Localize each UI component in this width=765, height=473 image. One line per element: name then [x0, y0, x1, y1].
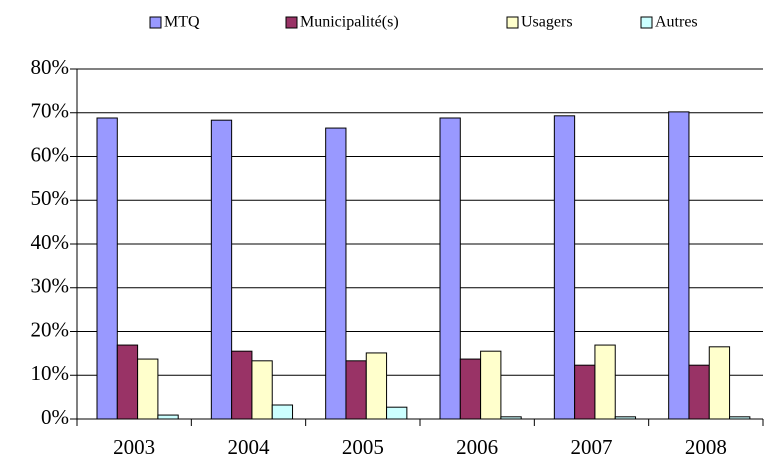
bar	[210, 119, 233, 420]
x-tick-label: 2007	[571, 435, 613, 459]
bar	[459, 358, 482, 420]
bar	[439, 117, 461, 420]
bar	[157, 414, 179, 420]
legend-label: MTQ	[164, 14, 200, 31]
legend-swatch	[149, 16, 162, 29]
y-tick-label: 70%	[31, 99, 70, 123]
legend-swatch	[506, 16, 519, 29]
y-tick-label: 10%	[31, 361, 70, 385]
y-tick-label: 50%	[31, 186, 70, 210]
x-tick-label: 2004	[228, 435, 271, 459]
bar	[251, 360, 273, 420]
x-tick-label: 2006	[456, 435, 498, 459]
bar	[688, 364, 710, 420]
bar	[365, 352, 388, 420]
y-tick-label: 60%	[31, 142, 70, 166]
bar	[345, 360, 367, 420]
bar	[137, 358, 159, 420]
bar	[594, 344, 616, 420]
bar	[386, 406, 408, 420]
legend-label: Usagers	[521, 14, 573, 31]
y-tick-label: 0%	[41, 405, 69, 429]
bar	[271, 404, 294, 420]
y-tick-label: 40%	[31, 230, 70, 254]
y-tick-label: 80%	[31, 55, 70, 79]
x-tick-label: 2003	[113, 435, 155, 459]
bar	[668, 111, 690, 420]
y-tick-label: 20%	[31, 317, 70, 341]
bar	[708, 346, 731, 420]
bar	[480, 350, 502, 420]
legend-swatch	[285, 16, 298, 29]
bar	[231, 350, 253, 420]
x-tick-label: 2005	[342, 435, 384, 459]
bar	[116, 344, 139, 420]
x-tick-label: 2008	[685, 435, 727, 459]
y-tick-label: 30%	[31, 274, 70, 298]
legend-label: Municipalité(s)	[300, 14, 399, 31]
legend-label: Autres	[655, 14, 698, 31]
bar	[553, 115, 576, 420]
bar	[325, 127, 347, 420]
bar	[96, 117, 118, 420]
legend-swatch	[640, 16, 653, 29]
bar	[574, 364, 596, 420]
